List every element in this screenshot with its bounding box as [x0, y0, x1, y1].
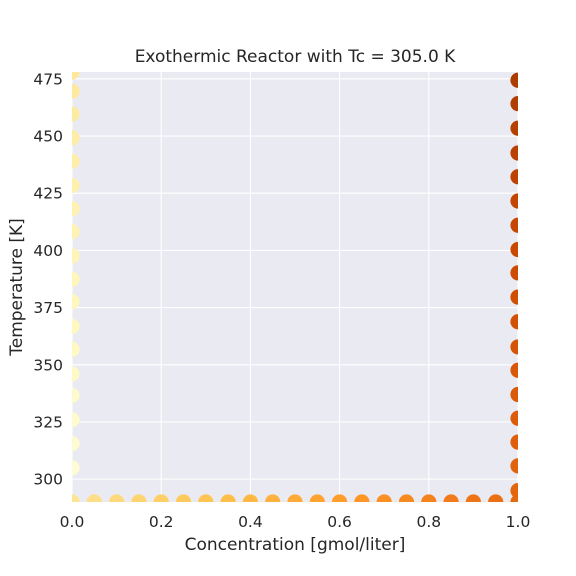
x-tick-label: 0.0: [60, 513, 85, 531]
data-point: [72, 366, 80, 382]
data-point: [421, 494, 437, 502]
data-point: [72, 153, 80, 169]
data-point: [72, 83, 80, 99]
y-tick-label: 400: [33, 242, 63, 260]
plot-area: [72, 72, 518, 502]
x-tick-label: 0.6: [327, 513, 352, 531]
data-point: [510, 458, 518, 474]
chart-title: Exothermic Reactor with Tc = 305.0 K: [135, 47, 456, 67]
data-point: [72, 271, 80, 287]
data-point: [265, 494, 281, 502]
data-point: [510, 241, 518, 258]
data-point: [72, 494, 80, 502]
data-point: [465, 494, 481, 502]
data-point: [488, 494, 504, 502]
data-point: [72, 177, 80, 194]
data-point: [72, 201, 80, 217]
data-point: [72, 130, 80, 146]
y-tick-label: 475: [33, 70, 63, 88]
data-point: [72, 294, 80, 310]
data-point: [510, 410, 518, 426]
grid-lines: [71, 72, 519, 502]
x-tick-label: 1.0: [506, 513, 531, 531]
data-point: [510, 434, 518, 450]
y-tick-label: 450: [33, 128, 63, 146]
data-point: [510, 169, 518, 185]
y-tick-label: 350: [33, 356, 63, 374]
data-point: [510, 339, 518, 355]
data-point: [72, 72, 80, 80]
data-point: [510, 386, 518, 403]
data-point: [198, 494, 214, 502]
data-point: [510, 193, 518, 209]
x-tick-label: 0.4: [238, 513, 263, 531]
data-points: [72, 72, 518, 502]
data-point: [443, 494, 459, 502]
data-point: [510, 120, 518, 136]
data-point: [510, 145, 518, 161]
data-point: [510, 217, 518, 233]
y-axis-ticks: 300 325 350 375 400 425 450 475: [33, 70, 63, 488]
data-point: [72, 341, 80, 357]
data-point: [376, 494, 392, 502]
data-point: [309, 494, 325, 502]
data-point: [510, 482, 518, 499]
data-point: [510, 289, 518, 305]
data-point: [398, 494, 415, 502]
data-point: [131, 494, 147, 502]
data-point: [354, 494, 370, 502]
x-tick-label: 0.2: [149, 513, 174, 531]
x-tick-label: 0.8: [416, 513, 441, 531]
data-point: [72, 412, 80, 428]
data-point: [72, 224, 80, 240]
data-point: [72, 435, 80, 452]
data-point: [72, 318, 80, 334]
data-point: [72, 460, 80, 476]
data-point: [332, 494, 348, 502]
data-point: [510, 362, 518, 378]
data-point: [153, 494, 169, 502]
data-point: [510, 265, 518, 281]
y-tick-label: 325: [33, 413, 63, 431]
y-tick-label: 300: [33, 471, 63, 489]
data-point: [86, 494, 102, 502]
data-point: [510, 72, 518, 88]
data-point: [72, 387, 80, 404]
data-point: [72, 248, 80, 264]
data-point: [175, 494, 192, 502]
x-axis-ticks: 0.0 0.2 0.4 0.6 0.8 1.0: [60, 513, 531, 531]
data-point: [510, 314, 518, 330]
y-tick-label: 375: [33, 299, 63, 317]
data-point: [72, 106, 80, 122]
data-point: [109, 494, 125, 502]
y-tick-label: 425: [33, 185, 63, 203]
data-point: [242, 494, 258, 502]
data-point: [220, 494, 236, 502]
data-point: [287, 494, 303, 502]
y-axis-label: Temperature [K]: [7, 218, 27, 357]
x-axis-label: Concentration [gmol/liter]: [185, 535, 406, 555]
data-point: [510, 95, 518, 112]
